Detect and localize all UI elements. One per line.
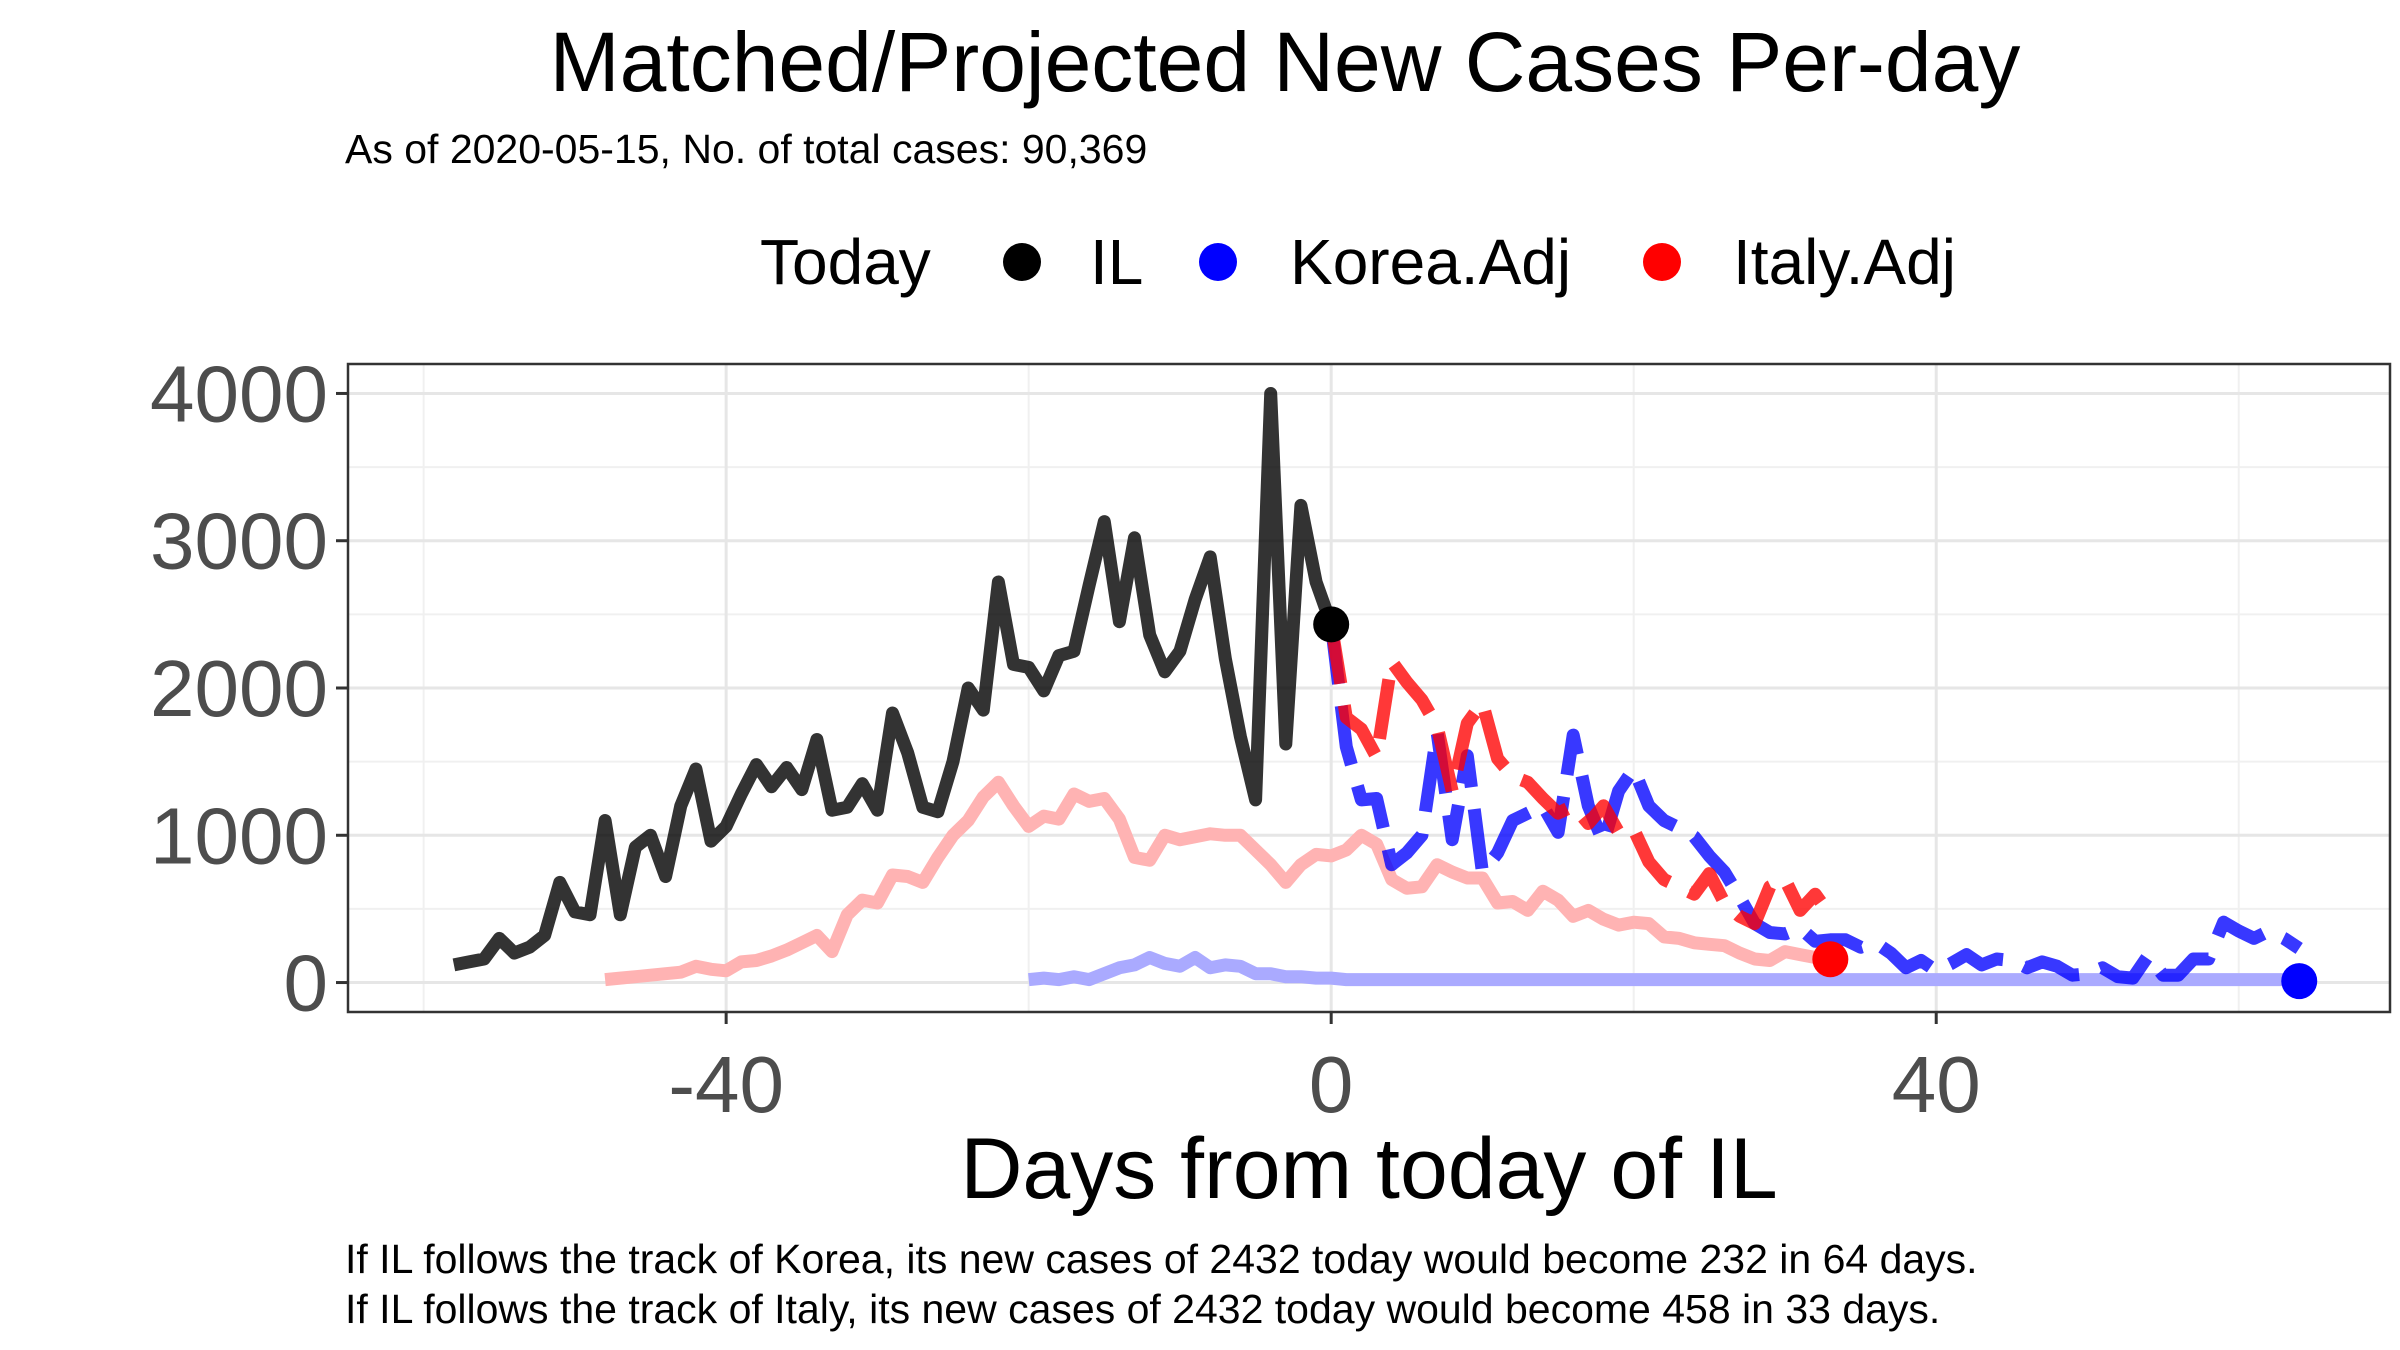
y-tick-label: 2000 [150,644,328,733]
x-tick-label: -40 [668,1040,784,1129]
chart-subtitle: As of 2020-05-15, No. of total cases: 90… [345,126,1148,172]
legend-key-il [1003,243,1041,281]
y-tick-label: 3000 [150,497,328,586]
legend-label-korea-adj: Korea.Adj [1290,226,1571,298]
series-lines [452,387,2303,987]
caption-italy: If IL follows the track of Italy, its ne… [345,1286,1941,1332]
x-tick-label: 40 [1892,1040,1981,1129]
y-tick-label: 1000 [150,791,328,880]
series-line-reference-3 [604,775,1832,987]
legend: Today IL Korea.Adj Italy.Adj [760,226,1956,298]
marker-italy-adj [1812,941,1849,978]
caption-korea: If IL follows the track of Korea, its ne… [345,1236,1978,1282]
marker-korea-adj [2281,963,2318,1000]
legend-key-korea-adj [1199,243,1237,281]
marker-il [1313,606,1350,643]
series-line-il [452,387,1338,972]
axes: 0 1000 2000 3000 4000 -40 0 40 Days from today o… [150,349,2392,1217]
x-tick-label: 0 [1309,1040,1354,1129]
legend-title: Today [760,226,931,298]
series-line-italy-adj [1324,623,1836,931]
y-tick-label: 0 [284,939,329,1028]
y-tick-label: 4000 [150,349,328,438]
series-line-reference-4 [1028,951,2300,987]
legend-label-il: IL [1090,226,1143,298]
legend-label-italy-adj: Italy.Adj [1733,226,1956,298]
chart-title: Matched/Projected New Cases Per-day [549,15,2021,109]
plot-area [348,364,2390,1012]
x-axis-title: Days from today of IL [960,1121,1777,1217]
legend-key-italy-adj [1643,243,1681,281]
series-line-korea-adj [1324,623,2303,985]
